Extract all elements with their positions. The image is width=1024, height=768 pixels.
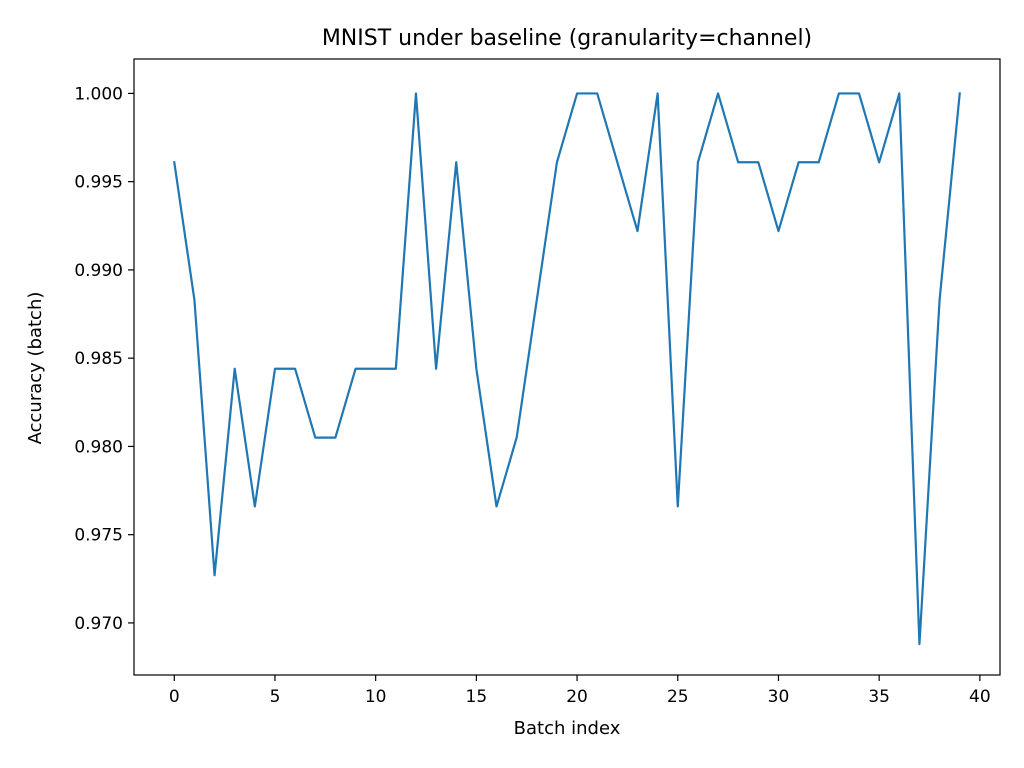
- x-axis-ticks: 0 5 10 15 20 25 30 35 40: [169, 675, 991, 707]
- series-line-0: [173, 92, 961, 646]
- x-tick-label: 35: [868, 687, 890, 707]
- y-tick-label: 0.985: [74, 349, 123, 369]
- x-tick-label: 5: [270, 687, 281, 707]
- chart-title: MNIST under baseline (granularity=channe…: [322, 26, 812, 51]
- x-tick-label: 15: [466, 687, 488, 707]
- y-tick-label: 0.970: [74, 614, 123, 634]
- x-axis-label: Batch index: [514, 718, 621, 739]
- y-tick-label: 0.990: [74, 261, 123, 281]
- x-tick-label: 25: [667, 687, 689, 707]
- y-tick-label: 0.995: [74, 173, 123, 193]
- axes-frame: [133, 58, 1001, 676]
- x-tick-label: 30: [768, 687, 790, 707]
- plot-area: [133, 58, 1001, 676]
- y-tick-label: 0.975: [74, 526, 123, 546]
- y-axis-label: Accuracy (batch): [25, 292, 46, 445]
- x-tick-label: 0: [169, 687, 180, 707]
- x-tick-label: 20: [566, 687, 588, 707]
- y-tick-label: 0.980: [74, 437, 123, 457]
- x-tick-label: 40: [969, 687, 991, 707]
- y-tick-label: 1.000: [74, 84, 123, 104]
- x-tick-label: 10: [365, 687, 387, 707]
- y-axis-ticks: 0.970 0.975 0.980 0.985 0.990 0.995 1.000: [74, 84, 134, 634]
